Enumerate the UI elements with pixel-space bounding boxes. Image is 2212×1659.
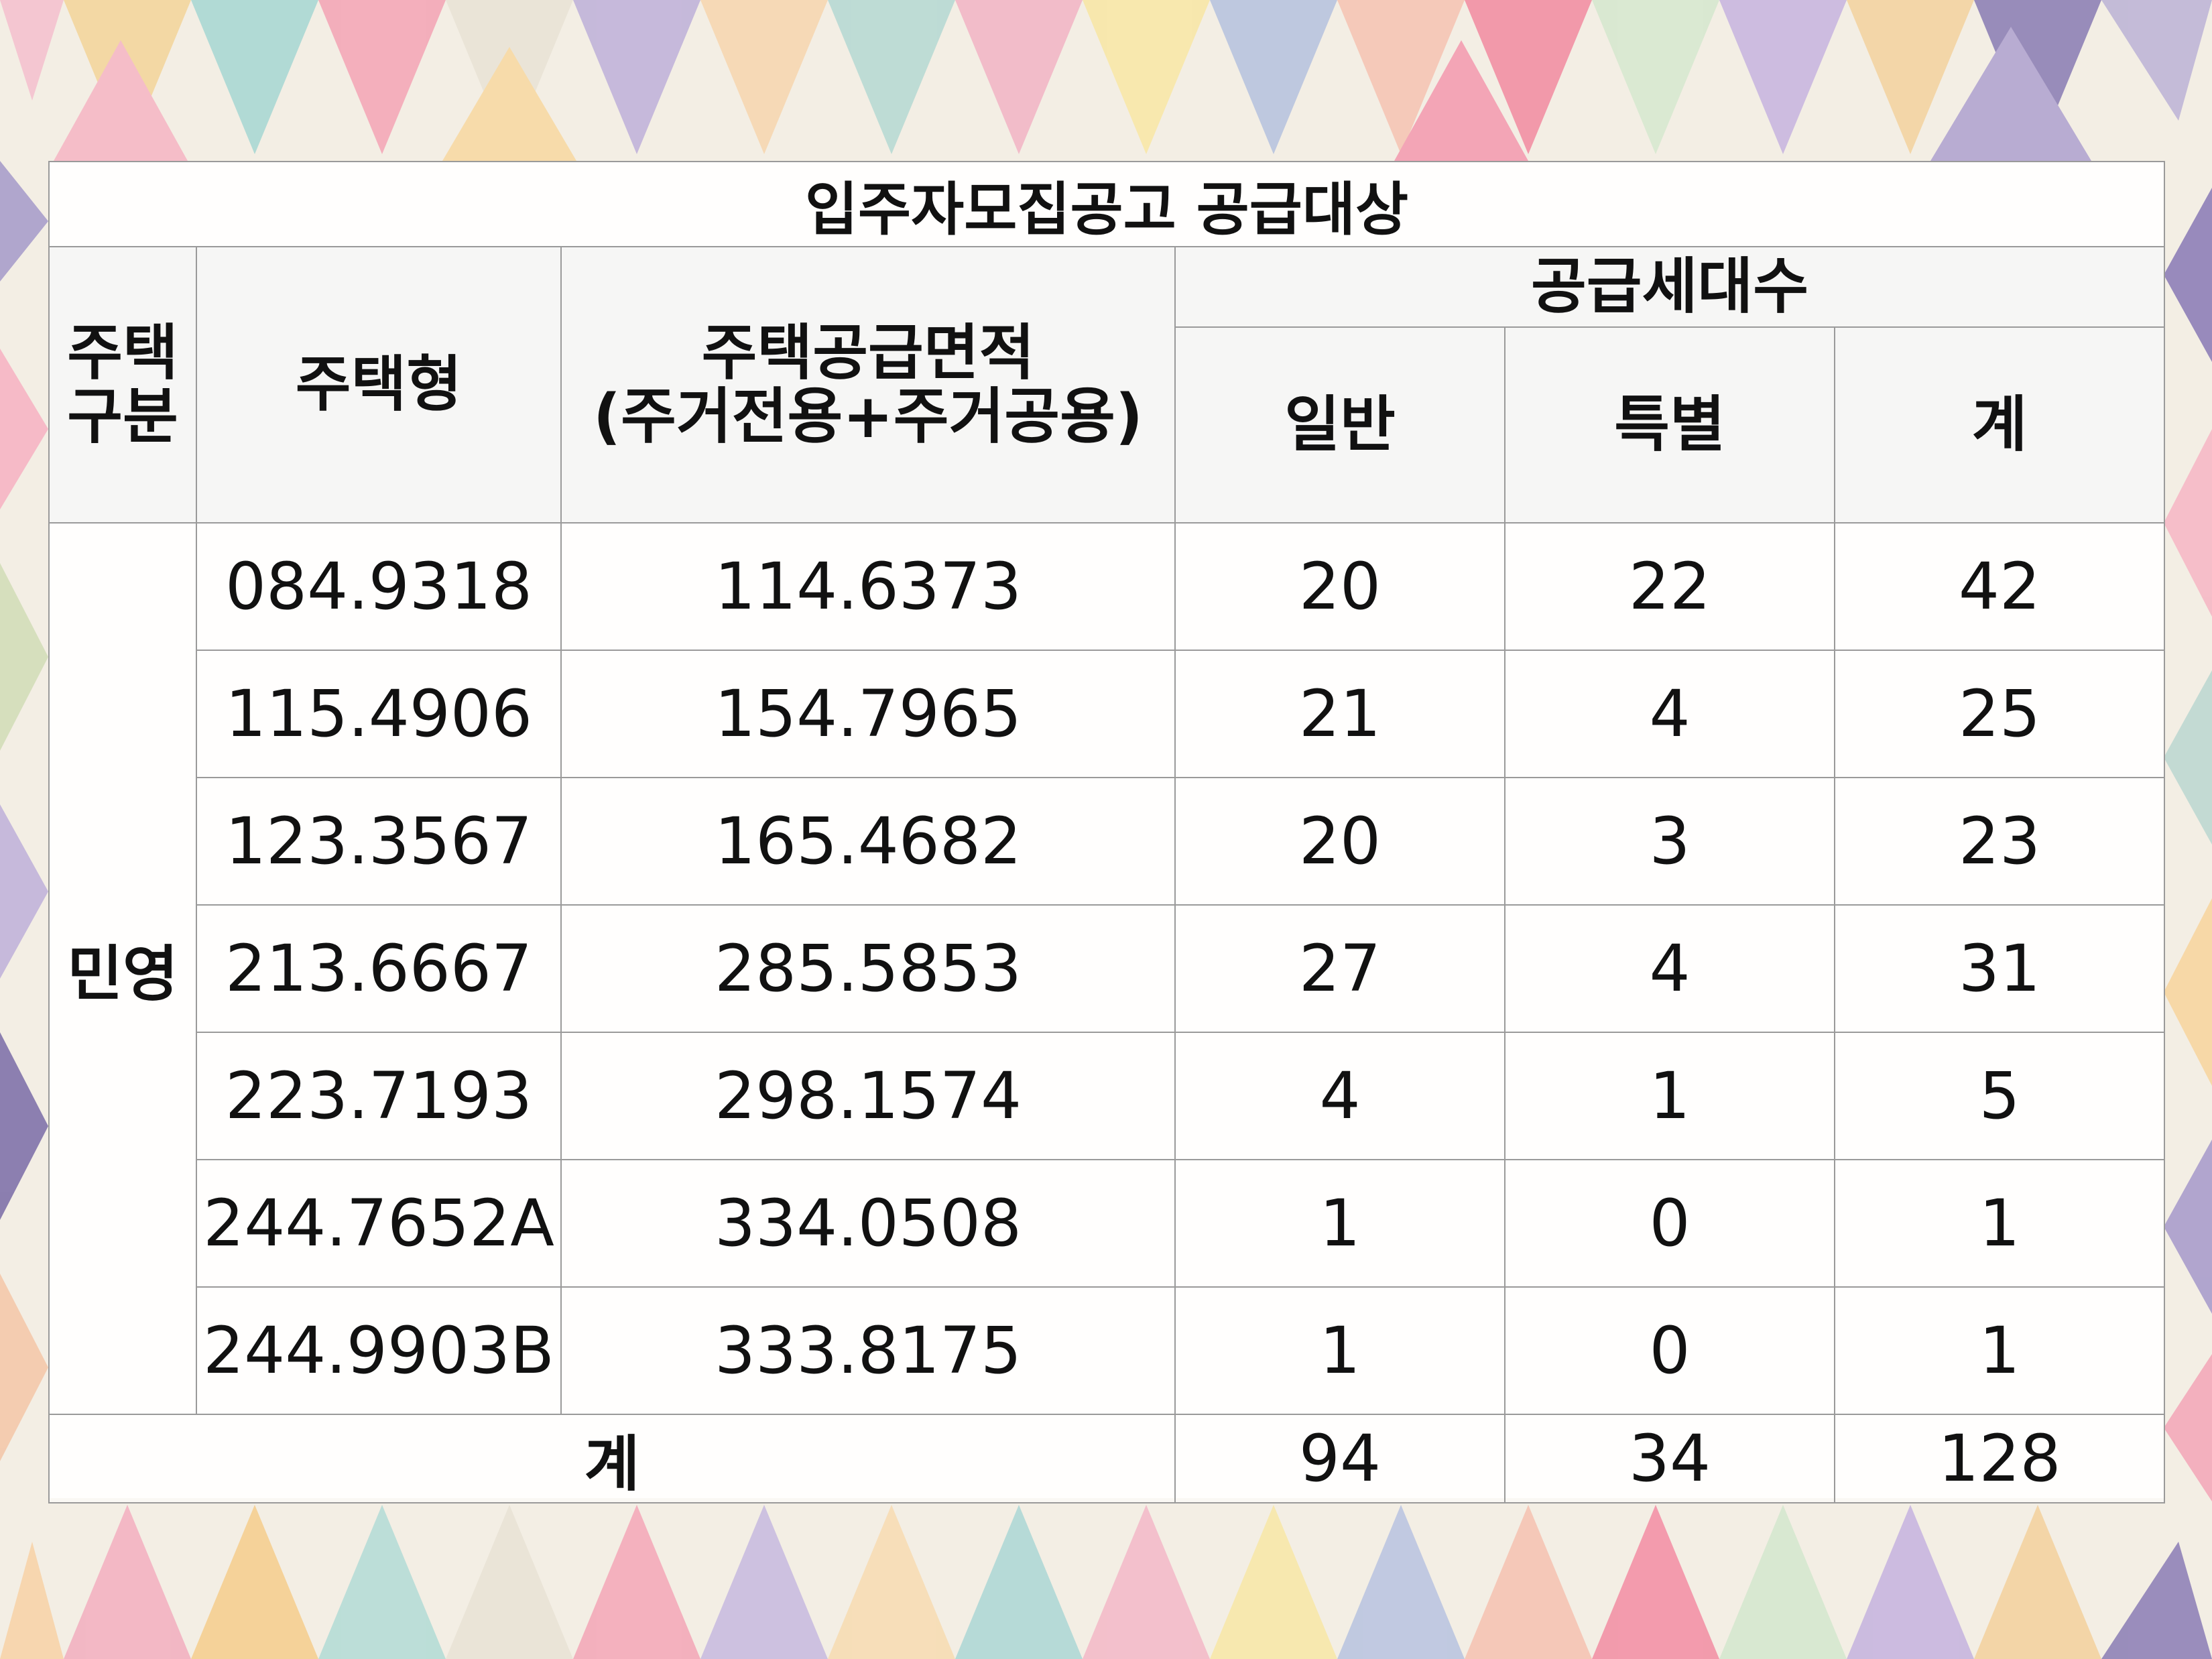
special-count-cell: 3 — [1504, 777, 1835, 906]
general-count-cell: 1 — [1174, 1159, 1506, 1288]
header-supply-area-label: 주택공급면적 (주거전용+주거공용) — [593, 317, 1144, 452]
housing-type-cell: 223.7193 — [196, 1032, 562, 1160]
header-housing-category: 주택 구분 — [48, 246, 197, 524]
table-row: 223.7193 298.1574 4 1 5 — [49, 1032, 2166, 1160]
total-count-cell: 1 — [1833, 1286, 2166, 1415]
housing-type-cell: 244.7652A — [196, 1159, 562, 1288]
header-row-2: 일반 특별 계 — [49, 326, 2166, 524]
header-housing-type: 주택형 — [196, 246, 562, 524]
header-special: 특별 — [1504, 326, 1835, 524]
total-count-cell: 5 — [1833, 1032, 2166, 1160]
total-count-cell: 1 — [1833, 1159, 2166, 1288]
header-row-1: 주택 구분 주택형 주택공급면적 (주거전용+주거공용) 공급세대수 — [48, 246, 2166, 524]
supply-area-cell: 334.0508 — [560, 1159, 1176, 1288]
table-row: 민영 084.9318 114.6373 20 22 42 — [48, 522, 2166, 1415]
general-count-cell: 20 — [1174, 522, 1506, 651]
general-count-cell: 4 — [1174, 1032, 1506, 1160]
supply-target-table: 입주자모집공고 공급대상 주택 구분 주택형 주택공급면적 (주거전용+주거공용… — [48, 161, 2166, 1503]
sum-total-cell: 128 — [1833, 1414, 2166, 1503]
general-count-cell: 27 — [1174, 904, 1506, 1033]
total-count-cell: 23 — [1833, 777, 2166, 906]
general-count-cell: 1 — [1174, 1286, 1506, 1415]
supply-area-cell: 285.5853 — [560, 904, 1176, 1033]
supply-area-cell: 154.7965 — [560, 650, 1176, 778]
special-count-cell: 4 — [1504, 904, 1835, 1033]
table-row: 115.4906 154.7965 21 4 25 — [49, 650, 2166, 778]
sum-general-cell: 94 — [1174, 1414, 1506, 1503]
housing-type-cell: 213.6667 — [196, 904, 562, 1033]
sum-row: 계 94 34 128 — [48, 1414, 2166, 1503]
total-count-cell: 42 — [1833, 522, 2166, 651]
title-row: 입주자모집공고 공급대상 — [48, 161, 2166, 247]
total-count-cell: 25 — [1833, 650, 2166, 778]
special-count-cell: 4 — [1504, 650, 1835, 778]
housing-type-cell: 084.9318 — [196, 522, 562, 651]
sum-label: 계 — [48, 1414, 1176, 1503]
supply-area-cell: 298.1574 — [560, 1032, 1176, 1160]
header-supply-area: 주택공급면적 (주거전용+주거공용) — [560, 246, 1176, 524]
table-row: 123.3567 165.4682 20 3 23 — [49, 777, 2166, 906]
header-general: 일반 — [1174, 326, 1506, 524]
housing-type-cell: 123.3567 — [196, 777, 562, 906]
general-count-cell: 21 — [1174, 650, 1506, 778]
special-count-cell: 0 — [1504, 1286, 1835, 1415]
total-count-cell: 31 — [1833, 904, 2166, 1033]
special-count-cell: 22 — [1504, 522, 1835, 651]
supply-area-cell: 114.6373 — [560, 522, 1176, 651]
sum-special-cell: 34 — [1504, 1414, 1835, 1503]
general-count-cell: 20 — [1174, 777, 1506, 906]
table-row: 244.9903B 333.8175 1 0 1 — [49, 1286, 2166, 1415]
header-total: 계 — [1833, 326, 2166, 524]
table-title: 입주자모집공고 공급대상 — [48, 161, 2166, 247]
supply-area-cell: 165.4682 — [560, 777, 1176, 906]
header-housing-category-label: 주택 구분 — [67, 317, 178, 452]
table-row: 213.6667 285.5853 27 4 31 — [49, 904, 2166, 1033]
special-count-cell: 1 — [1504, 1032, 1835, 1160]
special-count-cell: 0 — [1504, 1159, 1835, 1288]
supply-area-cell: 333.8175 — [560, 1286, 1176, 1415]
header-supply-units: 공급세대수 — [1174, 246, 2166, 328]
housing-type-cell: 244.9903B — [196, 1286, 562, 1415]
category-cell: 민영 — [48, 522, 197, 1415]
housing-type-cell: 115.4906 — [196, 650, 562, 778]
table-row: 244.7652A 334.0508 1 0 1 — [49, 1159, 2166, 1288]
